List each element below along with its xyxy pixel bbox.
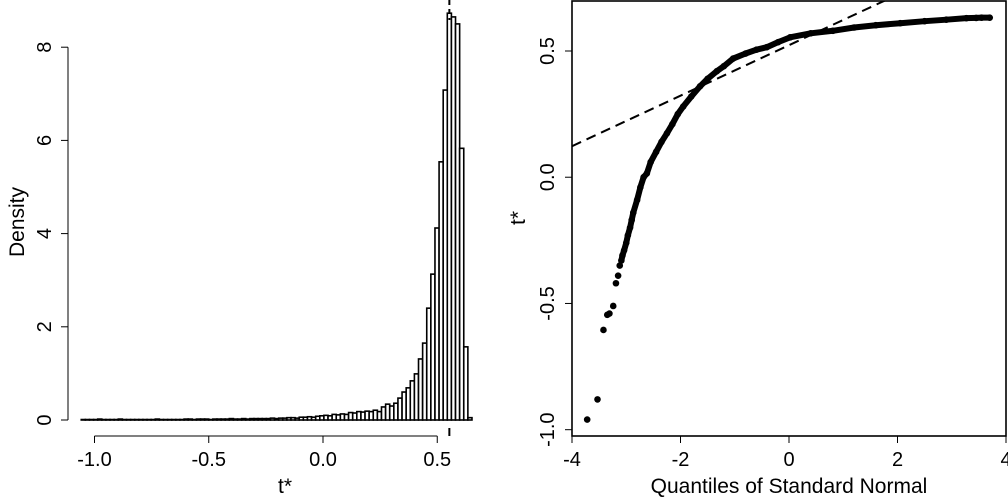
qq-point xyxy=(763,43,771,51)
qq-point xyxy=(630,209,637,216)
y-tick-label: 0.0 xyxy=(537,163,559,191)
qq-point xyxy=(972,14,980,22)
qq-point xyxy=(688,93,695,100)
histogram-bar xyxy=(467,416,473,421)
qq-point xyxy=(663,129,671,137)
qq-point xyxy=(624,231,632,239)
x-tick-label: -0.5 xyxy=(192,449,226,471)
x-tick-label: -4 xyxy=(563,449,581,471)
y-tick-label: -0.5 xyxy=(537,286,559,320)
qq-point xyxy=(674,110,682,118)
histogram-bar xyxy=(458,147,465,421)
qq-point xyxy=(786,34,794,41)
qq-point xyxy=(609,302,617,310)
y-tick-label: 8 xyxy=(34,42,56,53)
qq-ylabel: t* xyxy=(507,211,530,225)
qq-point xyxy=(616,262,624,269)
qq-point xyxy=(986,14,994,21)
qq-plot-frame xyxy=(571,0,1007,437)
qq-point xyxy=(943,16,950,23)
y-tick-label: 4 xyxy=(34,228,56,239)
qq-point xyxy=(620,247,628,254)
hist-xlabel: t* xyxy=(278,475,292,498)
qq-point xyxy=(606,310,613,317)
qq-plot-panel: -4 -2 0 2 4 -1.0 -0.5 0.0 0.5 xyxy=(537,0,1008,471)
qq-point xyxy=(669,120,676,128)
qq-point xyxy=(742,50,749,57)
x-tick-label: 4 xyxy=(1000,449,1008,471)
qq-point xyxy=(729,55,737,62)
qq-point xyxy=(619,252,626,259)
qq-point xyxy=(612,279,620,287)
x-tick-label: -1.0 xyxy=(77,449,111,471)
qq-point xyxy=(963,14,970,22)
x-tick-label: -2 xyxy=(672,449,690,471)
y-tick-label: -1.0 xyxy=(537,412,559,446)
qq-point xyxy=(652,148,660,156)
qq-point xyxy=(807,30,814,37)
qq-point xyxy=(774,38,782,46)
x-tick-label: 0.5 xyxy=(423,449,451,471)
qq-point xyxy=(753,46,760,54)
qq-point xyxy=(658,138,665,146)
qq-point xyxy=(978,14,985,21)
qq-point xyxy=(643,170,651,177)
qq-point xyxy=(633,196,641,204)
qq-point xyxy=(628,216,635,224)
qq-point xyxy=(872,21,880,29)
qq-point xyxy=(647,158,654,166)
qq-point xyxy=(696,83,704,90)
y-tick-label: 2 xyxy=(34,321,56,332)
qq-point xyxy=(679,103,687,110)
qq-point xyxy=(600,326,607,334)
x-tick-label: 0 xyxy=(783,449,794,471)
qq-point xyxy=(622,239,630,247)
qq-xlabel: Quantiles of Standard Normal xyxy=(651,475,928,498)
qq-point xyxy=(594,396,601,403)
qq-point xyxy=(626,224,634,232)
qq-point xyxy=(704,75,711,83)
hist-ylabel: Density xyxy=(6,186,29,257)
histogram-panel: 0 2 4 6 8 -1.0 -0.5 0.0 0.5 xyxy=(34,0,473,471)
qq-point xyxy=(618,257,625,264)
y-tick-label: 0 xyxy=(34,414,56,425)
qq-point xyxy=(583,416,591,423)
qq-point xyxy=(921,17,928,25)
qq-point xyxy=(614,272,622,279)
qq-point xyxy=(637,184,644,191)
histogram-bar xyxy=(462,346,469,421)
y-tick-label: 0.5 xyxy=(537,37,559,65)
qq-point xyxy=(720,62,728,70)
qq-point xyxy=(713,67,721,75)
y-tick-label: 6 xyxy=(34,135,56,146)
x-tick-label: 0.0 xyxy=(309,449,337,471)
qq-point xyxy=(829,27,837,35)
qq-point xyxy=(896,19,904,27)
x-tick-label: 2 xyxy=(892,449,903,471)
qq-point xyxy=(850,24,858,31)
qq-point-band xyxy=(618,14,993,264)
